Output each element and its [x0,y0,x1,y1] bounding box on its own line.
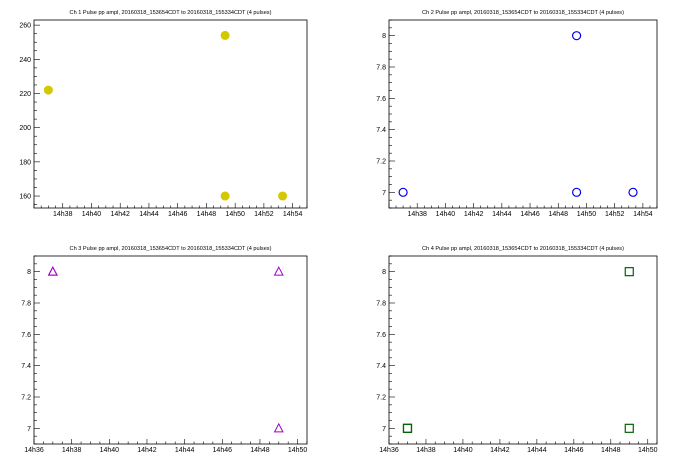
y-tick-label: 7 [27,426,31,433]
data-point [273,422,284,433]
x-tick-label: 14h38 [416,447,436,454]
y-tick-label: 7.4 [21,363,31,370]
x-tick-label: 14h38 [53,211,73,218]
plot-frame [388,19,658,209]
x-tick-label: 14h44 [492,211,512,218]
x-tick-label: 14h50 [288,447,308,454]
y-tick-label: 200 [19,125,31,132]
x-tick-label: 14h52 [605,211,625,218]
x-tick-label: 14h36 [379,447,399,454]
chart-panel-4: Ch 4 Pulse pp ampl, 20160318_153654CDT t… [376,246,657,454]
x-tick-label: 14h50 [225,211,245,218]
chart-title: Ch 2 Pulse pp ampl, 20160318_153654CDT t… [422,10,624,16]
data-point [624,423,634,433]
x-tick-label: 14h46 [564,447,584,454]
data-point [402,423,413,433]
chart-title: Ch 3 Pulse pp ampl, 20160318_153654CDT t… [70,246,272,252]
y-tick-label: 8 [27,269,31,276]
y-tick-label: 240 [19,57,31,64]
x-tick-label: 14h50 [638,447,658,454]
data-point [278,191,288,201]
data-point [398,187,408,197]
y-tick-label: 7.8 [376,301,386,308]
plot-frame [33,19,308,209]
x-tick-label: 14h48 [601,447,621,454]
x-tick-label: 14h44 [527,447,547,454]
x-tick-label: 14h36 [24,447,44,454]
y-tick-label: 7.6 [21,332,31,339]
x-tick-label: 14h54 [633,211,653,218]
x-tick-label: 14h40 [82,211,102,218]
data-point [220,191,230,201]
x-tick-label: 14h50 [577,211,597,218]
y-tick-label: 260 [19,23,31,30]
plot-frame [33,255,308,445]
y-tick-label: 7.2 [376,159,386,166]
x-tick-label: 14h42 [110,211,130,218]
data-point [47,266,58,276]
data-point [402,423,413,433]
data-point [628,187,638,197]
x-tick-label: 14h42 [490,447,510,454]
data-point [571,31,582,41]
y-tick-label: 7 [382,426,386,433]
chart-title: Ch 1 Pulse pp ampl, 20160318_153654CDT t… [70,10,272,16]
x-tick-label: 14h48 [549,211,569,218]
y-tick-label: 7.8 [376,65,386,72]
y-tick-label: 7.6 [376,332,386,339]
x-tick-label: 14h46 [520,211,540,218]
x-tick-label: 14h44 [175,447,195,454]
chart-panel-1: Ch 1 Pulse pp ampl, 20160318_153654CDT t… [19,10,308,218]
plot-frame [388,255,658,445]
x-tick-label: 14h46 [168,211,188,218]
data-point [220,30,230,40]
x-tick-label: 14h40 [453,447,473,454]
x-tick-label: 14h54 [283,211,303,218]
x-tick-label: 14h38 [62,447,82,454]
data-point [47,266,58,276]
x-tick-label: 14h40 [100,447,120,454]
x-tick-label: 14h40 [436,211,456,218]
x-tick-label: 14h42 [464,211,484,218]
y-tick-label: 7.2 [21,395,31,402]
data-point [273,266,284,276]
x-tick-label: 14h38 [407,211,427,218]
x-tick-label: 14h48 [250,447,270,454]
chart-panel-3: Ch 3 Pulse pp ampl, 20160318_153654CDT t… [21,246,307,454]
chart-panel-2: Ch 2 Pulse pp ampl, 20160318_153654CDT t… [376,10,658,218]
y-tick-label: 8 [382,33,386,40]
y-tick-label: 7.4 [376,127,386,134]
x-tick-label: 14h52 [254,211,274,218]
x-tick-label: 14h44 [139,211,159,218]
y-tick-label: 7.8 [21,301,31,308]
data-point [571,187,582,197]
x-tick-label: 14h42 [137,447,157,454]
chart-title: Ch 4 Pulse pp ampl, 20160318_153654CDT t… [422,246,624,252]
y-tick-label: 7.4 [376,363,386,370]
y-tick-label: 8 [382,269,386,276]
data-point [624,267,634,277]
x-tick-label: 14h46 [213,447,233,454]
y-tick-label: 160 [19,194,31,201]
y-tick-label: 220 [19,91,31,98]
y-tick-label: 180 [19,159,31,166]
x-tick-label: 14h48 [197,211,217,218]
y-tick-label: 7.2 [376,395,386,402]
y-tick-label: 7 [382,190,386,197]
data-point [43,85,53,95]
y-tick-label: 7.6 [376,96,386,103]
